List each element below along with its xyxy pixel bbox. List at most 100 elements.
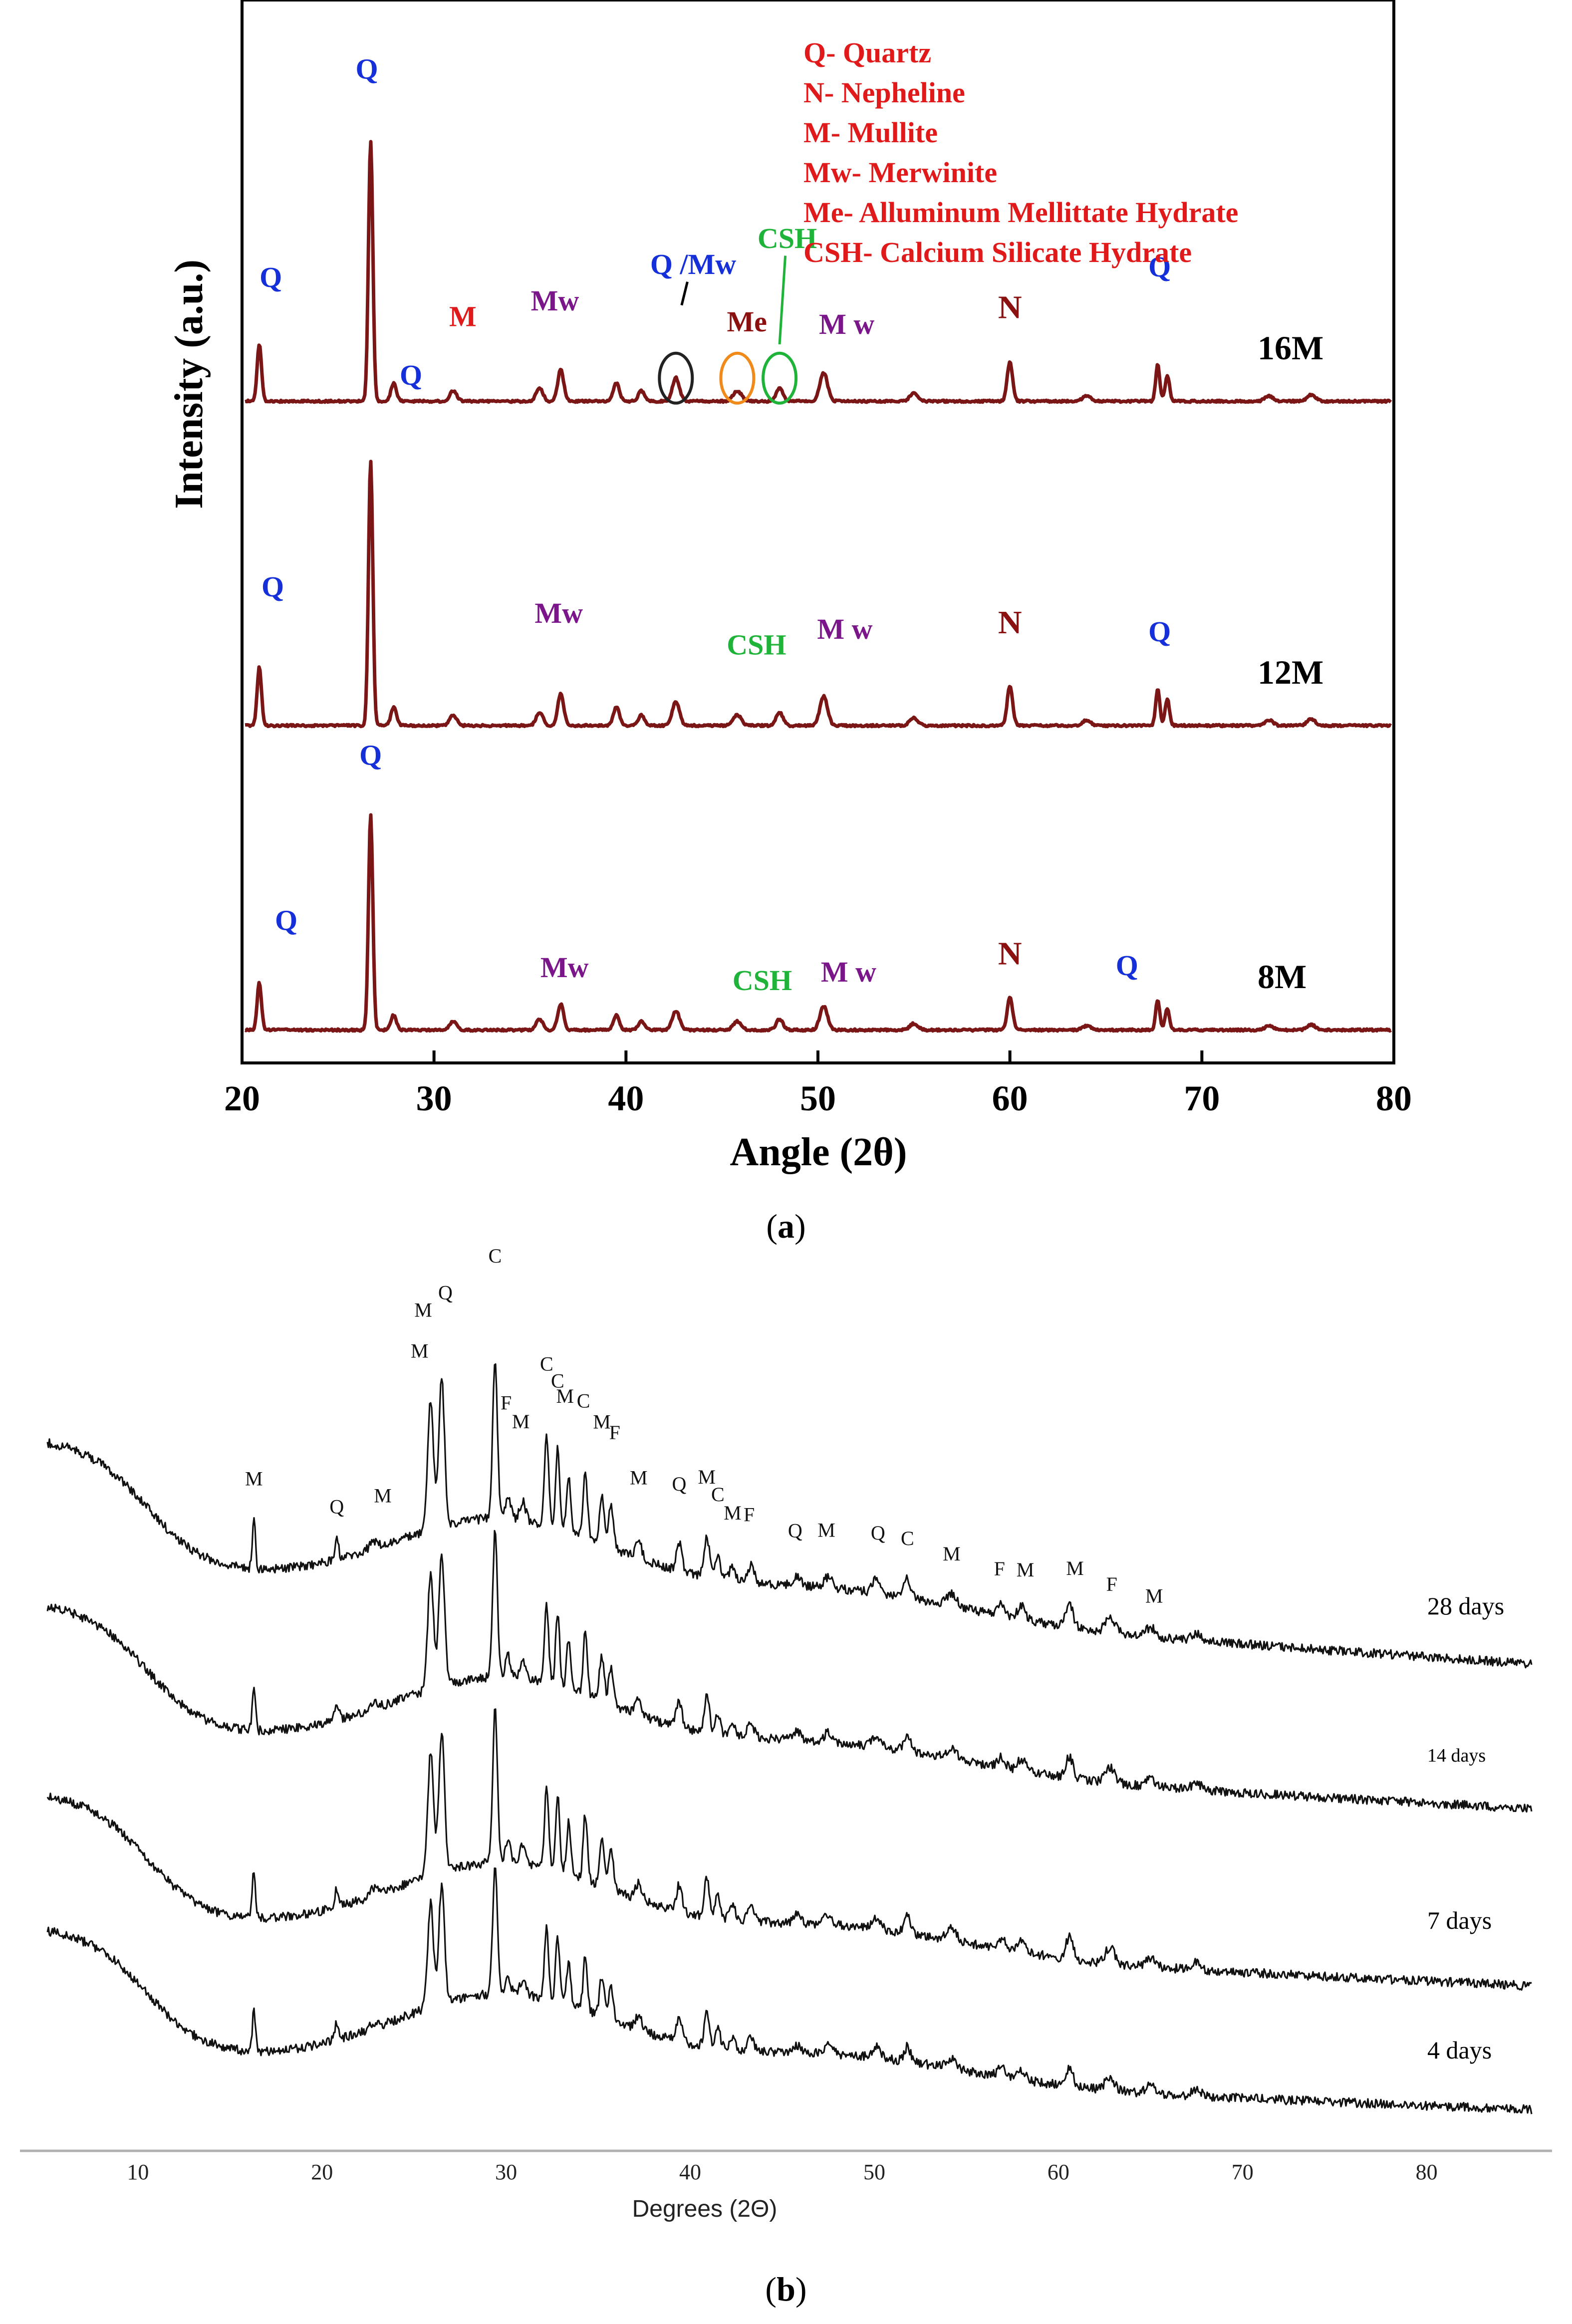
peak-annotation-28-days: F (744, 1504, 755, 1526)
peak-annotation-28-days: M (698, 1466, 716, 1488)
peak-annotation-16M: Q (1148, 251, 1171, 283)
peak-annotation-28-days: M (512, 1410, 530, 1433)
x-tick-label: 50 (863, 2160, 885, 2184)
peak-annotation-28-days: M (556, 1385, 574, 1407)
peak-annotation-28-days: Q (788, 1520, 802, 1542)
peak-annotation-28-days: M (1017, 1558, 1035, 1581)
peak-annotation-28-days: M (817, 1519, 835, 1541)
peak-annotation-28-days: Q (329, 1495, 344, 1518)
x-tick-label: 80 (1416, 2160, 1438, 2184)
peak-annotation-16M: Q (355, 53, 378, 85)
peak-annotation-28-days: C (901, 1527, 914, 1549)
peak-annotation-28-days: C (711, 1483, 725, 1506)
peak-annotation-8M: Mw (540, 951, 589, 984)
series-label-12M: 12M (1258, 653, 1323, 691)
panel-b-caption-letter: b (777, 2270, 795, 2308)
panel-a-caption: (a) (766, 1207, 805, 1245)
peak-annotation-16M: Q (260, 261, 282, 293)
x-tick-label: 70 (1184, 1078, 1220, 1118)
peak-annotation-28-days: Q (672, 1473, 686, 1495)
peak-annotation-28-days: Q (438, 1282, 453, 1304)
panel-a-traces: 16M 12M 8M (244, 140, 1392, 1033)
x-tick-label: 70 (1232, 2160, 1254, 2184)
series-label-16M: 16M (1258, 329, 1323, 367)
peak-annotation-28-days: F (609, 1421, 620, 1444)
peak-annotation-12M: Q (400, 359, 422, 391)
peak-annotation-28-days: M (245, 1467, 263, 1490)
peak-annotation-28-days: C (551, 1370, 564, 1392)
peak-annotation-28-days: C (489, 1245, 502, 1267)
legend-nepheline: N- Nepheline (803, 76, 965, 109)
peak-annotation-28-days: M (411, 1340, 429, 1362)
x-tick-label: 80 (1376, 1078, 1412, 1118)
peak-annotation-28-days: M (414, 1299, 432, 1321)
peak-annotation-16M: M (449, 300, 477, 332)
series-4-days-trace (46, 1867, 1533, 2114)
series-12M-trace (244, 460, 1392, 729)
series-label-8M: 8M (1258, 958, 1307, 996)
series-8M-trace (244, 813, 1392, 1033)
x-tick-label: 20 (224, 1078, 260, 1118)
peak-annotation-12M: Mw (534, 597, 583, 629)
peak-annotation-12M: Q (262, 570, 284, 603)
leader-line-q-mw (680, 281, 689, 306)
series-label-28-days: 28 days (1427, 1592, 1504, 1620)
panel-a-circled-peaks (658, 256, 798, 405)
peak-annotation-28-days: F (994, 1557, 1005, 1580)
x-tick-label: 30 (495, 2160, 517, 2184)
peak-annotation-28-days: M (943, 1543, 961, 1565)
series-7-days-trace (46, 1708, 1532, 1991)
x-tick-label: 30 (416, 1078, 452, 1118)
series-16M-trace (244, 140, 1392, 404)
legend-mullite: M- Mullite (803, 116, 938, 149)
peak-annotation-28-days: Q (871, 1522, 885, 1544)
peak-annotation-16M: Q /Mw (650, 248, 736, 280)
x-tick-label: 20 (311, 2160, 333, 2184)
panel-b-x-axis-label: Degrees (2Θ) (632, 2196, 778, 2222)
panel-b-traces: 28 days 14 days 7 days 4 days (46, 1363, 1533, 2114)
peak-annotation-8M: Q (275, 904, 297, 937)
peak-annotation-28-days: M (630, 1466, 648, 1489)
peak-annotation-28-days: M (374, 1484, 392, 1507)
peak-annotation-16M: CSH (758, 222, 817, 255)
x-tick-label: 50 (800, 1078, 836, 1118)
peak-annotation-16M: Mw (531, 284, 579, 317)
series-label-7-days: 7 days (1427, 1906, 1492, 1934)
peak-annotation-28-days: M (1066, 1557, 1084, 1579)
panel-a-x-ticks: 20 30 40 50 60 70 80 (224, 1050, 1412, 1118)
panel-a-y-axis-label: Intensity (a.u.) (167, 259, 211, 509)
x-tick-label: 40 (679, 2160, 701, 2184)
peak-annotation-16M: N (998, 289, 1022, 326)
panel-b-x-ticks: 10 20 30 40 50 60 70 80 (127, 2160, 1437, 2184)
series-label-14-days: 14 days (1427, 1745, 1486, 1766)
legend-mellittate: Me- Alluminum Mellittate Hydrate (803, 196, 1238, 229)
peak-annotation-12M: M w (817, 613, 872, 645)
leader-line-csh (778, 256, 787, 345)
peak-annotation-28-days: C (540, 1353, 553, 1375)
panel-a-x-axis-label: Angle (2θ) (730, 1130, 907, 1174)
x-tick-label: 40 (608, 1078, 644, 1118)
peak-annotation-28-days: M (1145, 1584, 1163, 1607)
peak-annotation-28-days: F (501, 1391, 512, 1414)
peak-annotation-8M: Q (1116, 949, 1138, 982)
peak-annotation-28-days: F (1106, 1573, 1117, 1595)
legend-merwinite: Mw- Merwinite (803, 156, 997, 189)
peak-annotation-28-days: M (593, 1411, 611, 1433)
peak-annotation-8M: Q (359, 739, 382, 772)
series-label-4-days: 4 days (1427, 2036, 1492, 2064)
peak-annotation-12M: N (998, 604, 1022, 641)
legend-csh: CSH- Calcium Silicate Hydrate (803, 236, 1192, 268)
circled-peak-circle_black (658, 351, 694, 405)
peak-annotation-28-days: M (724, 1502, 742, 1524)
peak-annotation-12M: Q (1148, 615, 1171, 648)
peak-annotation-28-days: C (577, 1390, 590, 1412)
panel-a-legend: Q- Quartz N- Nepheline M- Mullite Mw- Me… (803, 36, 1238, 268)
peak-annotation-8M: CSH (733, 964, 792, 997)
peak-annotation-16M: Me (727, 305, 767, 338)
panel-a-caption-letter: a (778, 1207, 794, 1245)
x-tick-label: 60 (1048, 2160, 1069, 2184)
series-14-days-trace (46, 1530, 1533, 1813)
